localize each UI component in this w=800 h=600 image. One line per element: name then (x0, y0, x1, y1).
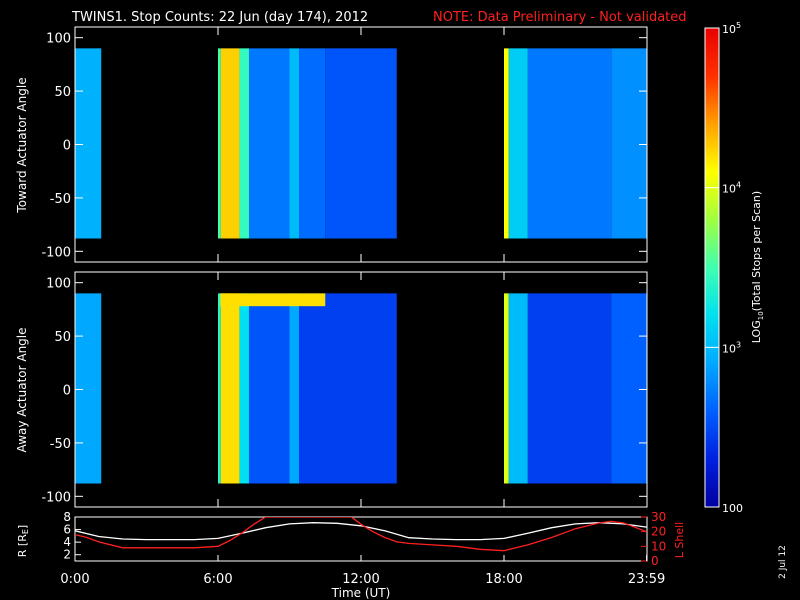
orbit-right-axis-label: L Shell (673, 522, 686, 558)
toward-y-axis-label: Toward Actuator Angle (15, 77, 29, 213)
x-tick-label: 6:00 (203, 572, 232, 587)
away-high-angle-band (220, 293, 326, 307)
toward-heatmap-segment (218, 48, 221, 239)
away-heatmap-segment (75, 293, 102, 484)
orbit-series-l-shell-line (75, 517, 647, 552)
orbit-right-tick-label: 10 (651, 539, 666, 553)
away-y-tick-label: 50 (54, 330, 71, 345)
colorbar-gradient (704, 27, 720, 508)
toward-heatmap-panel: 100 50 0 -50 -100 Toward Actuator Angle (15, 26, 648, 263)
away-heatmap-segment (289, 293, 300, 484)
away-heatmap-segment (508, 293, 528, 484)
colorbar-tick-label: 105 (722, 21, 741, 36)
colorbar-tick-label: 100 (722, 502, 743, 515)
toward-y-ticks: 100 50 0 -50 -100 (41, 26, 648, 263)
chart-title: TWINS1. Stop Counts: 22 Jun (day 174), 2… (71, 10, 368, 25)
away-heatmap-segment (239, 293, 249, 484)
away-y-tick-label: -50 (50, 437, 71, 452)
orbit-left-tick-label: 2 (63, 548, 71, 562)
toward-heatmap-segment (611, 48, 647, 239)
chart-note: NOTE: Data Preliminary - Not validated (433, 10, 687, 25)
toward-frame-overlay (74, 26, 648, 263)
colorbar-tick-label: 104 (722, 181, 741, 196)
x-tick-label: 23:59 (628, 572, 665, 587)
orbit-right-tick-label: 30 (651, 510, 666, 524)
toward-heatmap-segment (325, 48, 397, 239)
away-heatmap-segment (527, 293, 612, 484)
x-tick-label: 0:00 (60, 572, 89, 587)
away-y-ticks: 100 50 0 -50 -100 (41, 271, 648, 508)
away-heatmap-segment (218, 293, 221, 484)
orbit-series-lines (75, 517, 647, 552)
side-date-stamp: 2 Jul 12 (778, 545, 788, 579)
toward-y-tick-label: 50 (54, 85, 71, 100)
orbit-left-tick-label: 8 (63, 510, 71, 524)
away-heatmap-segment (611, 293, 647, 484)
colorbar-tick-label: 103 (722, 340, 741, 355)
away-heatmap-segment (248, 293, 290, 484)
x-axis-label: Time (UT) (331, 586, 391, 600)
toward-heatmap-segment (299, 48, 326, 239)
orbit-left-axis-label: R [RE] (16, 525, 30, 557)
toward-heatmap-segment (220, 48, 240, 239)
away-y-tick-label: -100 (41, 490, 71, 505)
away-y-tick-label: 100 (46, 277, 71, 292)
toward-y-tick-label: 0 (63, 139, 71, 154)
away-y-axis-label: Away Actuator Angle (15, 327, 29, 452)
away-heatmap-segment (299, 293, 397, 484)
colorbar-ticks: 105 104 103 100 (705, 21, 743, 515)
toward-heatmap-segment (508, 48, 528, 239)
x-tick-label: 12:00 (342, 572, 379, 587)
toward-y-tick-label: -50 (50, 192, 71, 207)
toward-heatmap-segment (248, 48, 290, 239)
away-heatmap-segment (504, 293, 509, 484)
colorbar-label: LOG10(Total Stops per Scan) (750, 191, 765, 343)
x-tick-label: 18:00 (485, 572, 522, 587)
toward-y-tick-label: -100 (41, 245, 71, 260)
away-heatmap-segment (220, 293, 240, 484)
orbit-right-tick-label: 0 (651, 554, 659, 568)
away-frame-overlay (74, 271, 648, 508)
toward-heatmap-cells (75, 48, 647, 239)
toward-heatmap-segment (527, 48, 612, 239)
toward-y-tick-label: 100 (46, 32, 71, 47)
orbit-left-tick-label: 6 (63, 523, 71, 537)
orbit-left-tick-label: 4 (63, 535, 71, 549)
away-heatmap-cells (75, 293, 647, 484)
toward-heatmap-segment (289, 48, 300, 239)
orbit-right-tick-label: 20 (651, 525, 666, 539)
orbit-series-r-line (75, 522, 647, 541)
toward-heatmap-segment (75, 48, 102, 239)
away-heatmap-panel: 100 50 0 -50 -100 Away Actuator Angle (15, 271, 648, 508)
colorbar: 105 104 103 100 LOG10(Total Stops per Scan) (704, 21, 765, 515)
toward-heatmap-segment (504, 48, 509, 239)
away-y-tick-label: 0 (63, 384, 71, 399)
toward-heatmap-segment (239, 48, 249, 239)
